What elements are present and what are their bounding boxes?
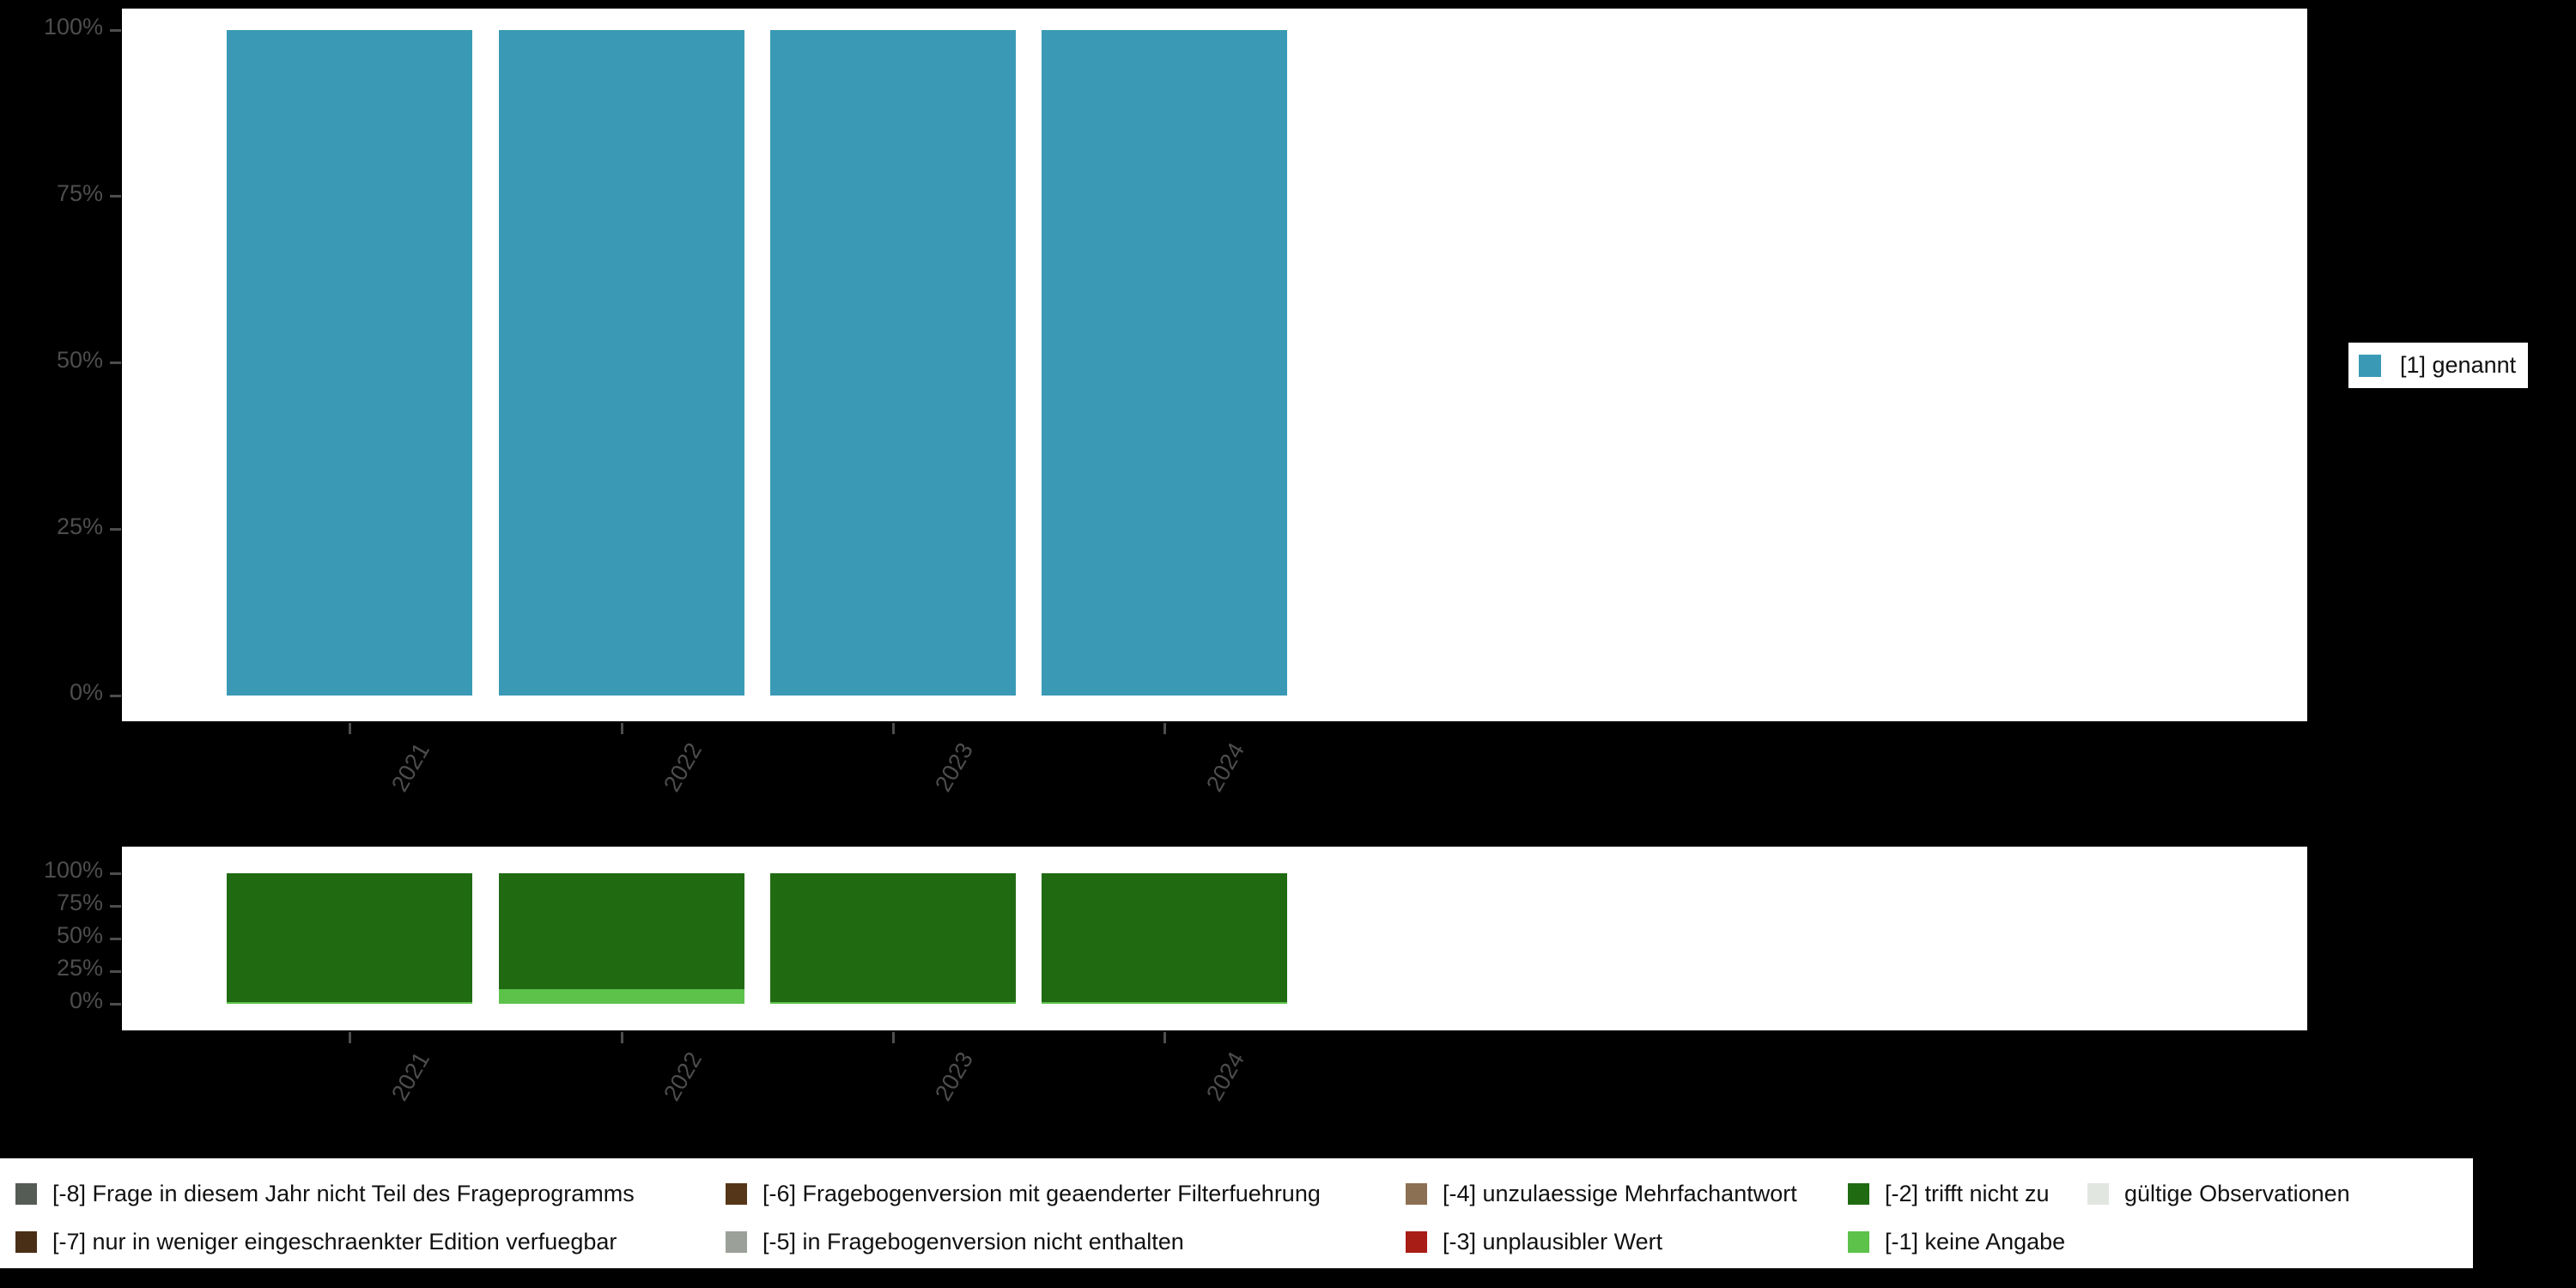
x-tick-mark <box>891 723 895 734</box>
x-tick-mark <box>620 1032 623 1043</box>
legend-item: [-6] Fragebogenversion mit geaenderter F… <box>726 1172 1321 1215</box>
bar-group <box>1042 30 1287 696</box>
legend-swatch <box>1406 1230 1427 1253</box>
top-plot-area <box>122 9 2307 721</box>
top-chart-panel <box>122 9 2307 721</box>
bar-segment <box>770 1002 1016 1004</box>
legend-swatch <box>15 1230 37 1253</box>
legend-item: [-3] unplausibler Wert <box>1406 1220 1662 1263</box>
legend-label: [-7] nur in weniger eingeschraenkter Edi… <box>52 1228 617 1255</box>
y-tick-mark <box>110 361 121 364</box>
legend-swatch <box>1848 1230 1869 1253</box>
x-tick-label: 2024 <box>1201 738 1250 797</box>
bottom-chart-panel <box>122 847 2307 1030</box>
legend-swatch <box>1406 1182 1427 1205</box>
bar-segment <box>499 30 744 696</box>
legend-label: [-2] trifft nicht zu <box>1885 1180 2050 1206</box>
x-tick-mark <box>1163 723 1166 734</box>
legend-item: [-8] Frage in diesem Jahr nicht Teil des… <box>15 1172 635 1215</box>
x-tick-label: 2024 <box>1201 1048 1250 1106</box>
legend-swatch <box>2087 1182 2109 1205</box>
legend-label: [-6] Fragebogenversion mit geaenderter F… <box>762 1180 1321 1206</box>
bar-segment <box>770 30 1016 696</box>
y-tick-mark <box>110 872 121 875</box>
legend-label: [-1] keine Angabe <box>1885 1228 2066 1255</box>
bar-group <box>499 30 744 696</box>
x-tick-mark <box>620 723 623 734</box>
bar-segment <box>227 30 472 696</box>
y-tick-label: 50% <box>56 922 103 949</box>
legend-label: [-5] in Fragebogenversion nicht enthalte… <box>762 1228 1184 1255</box>
legend-item: [-4] unzulaessige Mehrfachantwort <box>1406 1172 1797 1215</box>
x-tick-label: 2023 <box>930 1048 979 1106</box>
y-tick-label: 0% <box>69 679 103 706</box>
legend-swatch <box>15 1182 37 1205</box>
legend-label: [-3] unplausibler Wert <box>1443 1228 1663 1255</box>
legend-item: [-2] trifft nicht zu <box>1848 1172 2050 1215</box>
bottom-plot-area <box>122 847 2307 1030</box>
bar-segment <box>1042 1002 1287 1004</box>
y-tick-mark <box>110 694 121 697</box>
y-tick-mark <box>110 195 121 198</box>
bar-segment <box>499 873 744 990</box>
y-tick-mark <box>110 1002 121 1005</box>
x-tick-mark <box>1163 1032 1166 1043</box>
y-tick-label: 75% <box>56 890 103 916</box>
x-tick-label: 2022 <box>659 1048 708 1106</box>
y-tick-label: 25% <box>56 955 103 981</box>
bar-group <box>227 30 472 696</box>
legend-swatch <box>2359 354 2381 377</box>
y-tick-label: 25% <box>56 513 103 539</box>
side-legend: [1] genannt <box>2348 343 2529 388</box>
legend-swatch <box>726 1182 747 1205</box>
x-tick-label: 2021 <box>386 738 435 797</box>
legend-item: [-7] nur in weniger eingeschraenkter Edi… <box>15 1220 617 1263</box>
x-tick-label: 2023 <box>930 738 979 797</box>
bar-segment <box>770 873 1016 1003</box>
y-tick-label: 50% <box>56 346 103 373</box>
legend-item: [-5] in Fragebogenversion nicht enthalte… <box>726 1220 1184 1263</box>
legend-label: gültige Observationen <box>2124 1180 2350 1206</box>
y-tick-label: 100% <box>43 14 103 40</box>
bar-segment <box>499 989 744 1004</box>
y-tick-mark <box>110 527 121 531</box>
x-tick-mark <box>348 723 351 734</box>
bar-group <box>770 873 1016 1004</box>
x-tick-label: 2022 <box>659 738 708 797</box>
legend-item: [-1] keine Angabe <box>1848 1220 2065 1263</box>
legend-label: [-8] Frage in diesem Jahr nicht Teil des… <box>52 1180 635 1206</box>
legend-item: gültige Observationen <box>2087 1172 2350 1215</box>
bar-segment <box>227 1002 472 1004</box>
bar-group <box>1042 873 1287 1004</box>
x-tick-mark <box>348 1032 351 1043</box>
legend-label: [1] genannt <box>2400 352 2517 378</box>
x-tick-mark <box>891 1032 895 1043</box>
y-tick-label: 0% <box>69 987 103 1014</box>
y-tick-label: 100% <box>43 857 103 884</box>
y-tick-label: 75% <box>56 180 103 206</box>
legend-swatch <box>726 1230 747 1253</box>
y-tick-mark <box>110 937 121 940</box>
bar-segment <box>1042 30 1287 696</box>
x-tick-label: 2021 <box>386 1048 435 1106</box>
bar-segment <box>1042 873 1287 1003</box>
bar-group <box>770 30 1016 696</box>
legend-swatch <box>1848 1182 1869 1205</box>
y-tick-mark <box>110 28 121 32</box>
y-tick-mark <box>110 904 121 908</box>
y-tick-mark <box>110 969 121 973</box>
bar-group <box>499 873 744 1004</box>
bottom-legend: [-8] Frage in diesem Jahr nicht Teil des… <box>0 1158 2473 1268</box>
bar-segment <box>227 873 472 1003</box>
legend-label: [-4] unzulaessige Mehrfachantwort <box>1443 1180 1797 1206</box>
bar-group <box>227 873 472 1004</box>
